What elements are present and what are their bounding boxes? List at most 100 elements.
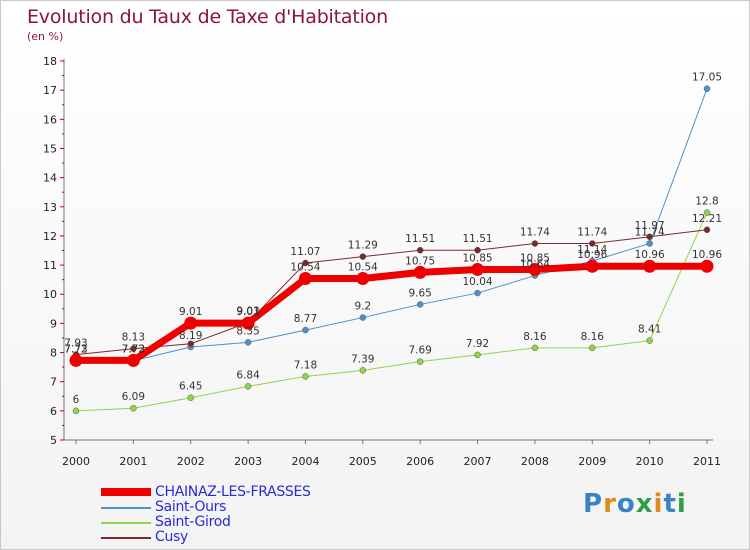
- x-tick-label: 2010: [636, 455, 664, 468]
- data-label-2-9: 8.16: [581, 331, 605, 343]
- legend-swatch-saint-ours: [101, 507, 151, 509]
- logo-letter: i: [653, 489, 664, 519]
- legend-swatch-chainaz: [101, 488, 151, 496]
- data-label-3-3: 9.03: [236, 306, 259, 318]
- axes: [63, 59, 713, 441]
- data-label-3-7: 11.51: [463, 233, 493, 245]
- data-point-1-10: [646, 240, 653, 247]
- data-label-0-7: 10.85: [463, 252, 493, 264]
- legend-label-saint-girod: Saint-Girod: [155, 514, 231, 530]
- legend-swatch-cusy: [101, 537, 151, 539]
- y-tick-label: 5: [50, 434, 57, 447]
- data-label-0-6: 10.75: [405, 255, 435, 267]
- legend-label-saint-ours: Saint-Ours: [155, 499, 227, 515]
- data-label-3-1: 8.13: [122, 332, 145, 344]
- legend-item-chainaz: CHAINAZ-LES-FRASSES: [101, 485, 401, 500]
- series-line-3: [75, 229, 708, 356]
- data-label-0-3: 9.01: [236, 306, 259, 318]
- y-tick-label: 9: [50, 317, 57, 330]
- data-label-1-8: 10.64: [520, 259, 550, 271]
- data-label-2-10: 8.41: [638, 324, 661, 336]
- data-labels: 7.73 7.73 9.01 9.01 10.54 10.54 10.75 10.85 10.8…: [64, 72, 722, 406]
- data-point-3-8: [531, 240, 539, 247]
- data-label-2-11: 12.8: [695, 196, 718, 208]
- y-tick-label: 11: [43, 259, 57, 272]
- data-label-0-10: 10.96: [635, 249, 665, 261]
- data-point-2-5: [359, 367, 367, 374]
- y-tick-label: 10: [43, 288, 57, 301]
- series-line-0: [76, 262, 707, 364]
- data-point-2-3: [244, 383, 252, 390]
- x-tick-label: 2000: [62, 455, 90, 468]
- data-point-0-5: [356, 271, 370, 285]
- data-point-2-9: [589, 344, 596, 352]
- data-label-3-9: 11.74: [577, 227, 607, 239]
- data-label-1-5: 9.2: [354, 301, 371, 313]
- data-label-2-1: 6.09: [122, 391, 145, 403]
- data-point-0-11: [700, 259, 714, 273]
- data-label-0-0: 7.73: [64, 343, 87, 355]
- x-tick-label: 2007: [464, 455, 492, 468]
- data-point-2-6: [416, 358, 424, 365]
- data-point-0-10: [643, 259, 657, 273]
- data-point-2-11: [703, 209, 711, 216]
- data-point-0-3: [241, 316, 255, 330]
- x-tick-label: 2008: [521, 455, 549, 468]
- y-tick-label: 8: [50, 347, 57, 360]
- data-point-0-8: [528, 262, 542, 276]
- data-label-2-4: 7.18: [294, 359, 317, 371]
- data-label-0-9: 10.96: [577, 249, 607, 261]
- data-point-3-7: [474, 246, 481, 254]
- data-point-3-5: [359, 253, 367, 260]
- legend-swatch-saint-girod: [101, 522, 151, 524]
- data-label-2-5: 7.39: [351, 353, 374, 365]
- y-tick-label: 18: [43, 55, 57, 68]
- data-label-2-2: 6.45: [179, 381, 202, 393]
- series-line-1: [76, 88, 708, 362]
- y-tick-label: 15: [43, 142, 57, 155]
- y-tick-label: 16: [43, 113, 57, 126]
- x-tick-label: 2001: [119, 455, 147, 468]
- data-label-1-2: 8.19: [179, 330, 202, 342]
- data-label-0-11: 10.96: [692, 249, 722, 261]
- legend: CHAINAZ-LES-FRASSES Saint-Ours Saint-Gir…: [101, 485, 401, 545]
- y-tick-label: 13: [43, 201, 57, 214]
- series-points: [69, 85, 714, 415]
- data-point-3-9: [589, 240, 596, 247]
- data-label-1-4: 8.77: [294, 313, 317, 325]
- data-label-3-0: 7.93: [64, 338, 87, 350]
- data-label-2-7: 7.92: [466, 338, 489, 350]
- data-label-2-3: 6.84: [236, 369, 260, 381]
- data-label-2-6: 7.69: [408, 345, 431, 357]
- x-tick-label: 2005: [349, 455, 377, 468]
- data-label-1-3: 8.35: [236, 325, 259, 337]
- data-label-0-5: 10.54: [348, 261, 378, 273]
- logo-letter: r: [603, 489, 617, 519]
- data-label-3-6: 11.51: [405, 233, 435, 245]
- x-tick-label: 2002: [177, 455, 205, 468]
- data-point-2-0: [72, 407, 80, 415]
- x-tick-label: 2011: [693, 455, 721, 468]
- data-point-3-10: [646, 233, 653, 241]
- logo-letter: t: [663, 489, 677, 519]
- data-point-0-4: [298, 271, 312, 285]
- data-point-1-4: [302, 326, 309, 334]
- legend-label-chainaz: CHAINAZ-LES-FRASSES: [155, 484, 311, 500]
- data-label-1-6: 9.65: [408, 287, 431, 299]
- data-point-2-2: [187, 394, 194, 401]
- legend-item-saint-girod: Saint-Girod: [101, 515, 401, 530]
- legend-label-cusy: Cusy: [155, 529, 189, 545]
- data-point-0-9: [585, 259, 599, 273]
- series-line-2: [75, 212, 708, 412]
- y-tick-label: 7: [50, 376, 57, 389]
- data-point-3-4: [302, 259, 309, 267]
- data-point-0-2: [184, 316, 198, 330]
- data-point-1-7: [474, 289, 481, 297]
- data-point-2-7: [474, 351, 481, 359]
- data-label-1-0: 7.72: [64, 344, 87, 356]
- data-label-1-9: 11.14: [577, 244, 607, 256]
- data-label-3-10: 11.97: [635, 220, 665, 232]
- data-point-1-6: [416, 301, 424, 308]
